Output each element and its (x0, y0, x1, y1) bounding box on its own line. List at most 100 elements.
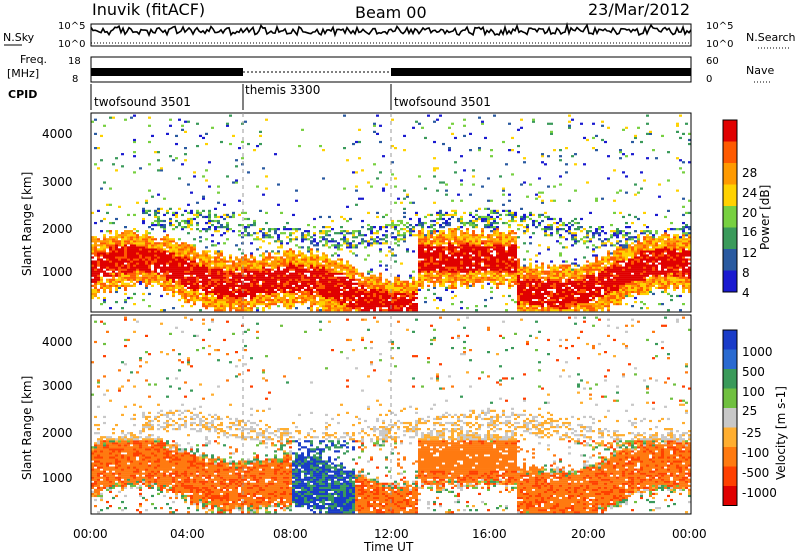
power-cell (226, 264, 229, 267)
power-cell (199, 256, 202, 259)
power-cell (574, 264, 577, 267)
power-cell (289, 286, 292, 289)
power-cell (454, 254, 457, 257)
power-cell (286, 258, 289, 261)
power-cell (574, 272, 577, 275)
power-cell (403, 280, 406, 283)
power-cell (436, 280, 439, 283)
power-cell (427, 230, 430, 233)
power-cell (577, 307, 580, 310)
power-cell (211, 240, 214, 243)
power-cell (262, 167, 265, 170)
freq-right-tick-high: 60 (706, 56, 719, 67)
power-cell (340, 260, 343, 263)
power-cell (376, 240, 379, 243)
power-cell (253, 223, 256, 227)
power-cell (430, 252, 433, 255)
power-cell (238, 230, 241, 233)
power-cell (493, 230, 496, 233)
power-cell (133, 228, 136, 231)
power-cell (124, 252, 127, 255)
power-cell (517, 266, 520, 269)
power-cell (226, 292, 229, 296)
power-cell (487, 236, 490, 239)
power-cell (463, 280, 466, 283)
power-cell (364, 280, 367, 283)
power-cell (157, 256, 160, 259)
power-cell (163, 260, 166, 263)
power-cell (334, 232, 337, 235)
power-cell (193, 244, 196, 247)
power-cell (448, 286, 451, 289)
power-cell (217, 294, 220, 298)
power-cell (382, 305, 385, 308)
power-cell (568, 302, 571, 306)
power-cell (220, 270, 223, 273)
power-cell (382, 189, 385, 192)
power-cell (574, 232, 577, 235)
power-cell (280, 288, 283, 292)
power-cell (139, 250, 142, 253)
power-cell (184, 300, 187, 304)
power-cell (172, 248, 175, 251)
power-cell (322, 266, 325, 269)
power-cell (295, 272, 298, 275)
power-cell (427, 266, 430, 269)
power-cell (190, 288, 193, 292)
power-cell (211, 262, 214, 265)
power-cell (229, 274, 232, 277)
power-cell (532, 278, 535, 281)
power-cell (292, 232, 295, 235)
power-cell (238, 300, 241, 304)
power-cell (502, 193, 505, 196)
power-cell (331, 282, 334, 285)
power-cell (460, 300, 463, 304)
power-cell (511, 149, 514, 152)
power-cell (289, 294, 292, 298)
power-cell (322, 238, 325, 241)
power-cell (139, 240, 142, 243)
power-cell (319, 270, 322, 273)
power-cell (517, 144, 520, 148)
power-cell (472, 240, 475, 243)
power-cell (313, 284, 316, 287)
power-cell (148, 254, 151, 257)
power-cell (253, 302, 256, 306)
power-cell (391, 302, 394, 306)
power-cell (223, 256, 226, 259)
power-cell (340, 284, 343, 287)
power-cell (523, 278, 526, 281)
power-cell (253, 262, 256, 265)
power-cell (172, 254, 175, 257)
power-cell (154, 258, 157, 261)
power-cell (217, 252, 220, 255)
power-cell (367, 228, 370, 231)
power-cell (520, 207, 523, 210)
power-cell (490, 211, 493, 215)
power-cell (553, 272, 556, 275)
power-cell (523, 296, 526, 300)
power-cell (331, 268, 334, 271)
power-cell (115, 240, 118, 243)
power-cell (166, 280, 169, 283)
power-cell (343, 298, 346, 302)
power-cell (145, 238, 148, 241)
power-cell (418, 268, 421, 271)
power-cell (493, 238, 496, 241)
power-cell (391, 290, 394, 294)
power-cell (427, 274, 430, 277)
power-cell (460, 183, 463, 186)
power-cell (163, 278, 166, 281)
power-cell (172, 307, 175, 310)
power-cell (382, 234, 385, 237)
power-cell (331, 292, 334, 296)
power-cell (475, 226, 478, 229)
power-cell (418, 248, 421, 251)
power-cell (256, 290, 259, 294)
power-cell (172, 290, 175, 294)
power-cell (385, 230, 388, 233)
power-cell (301, 260, 304, 263)
power-cell (283, 254, 286, 257)
power-cell (508, 250, 511, 253)
power-cell (265, 296, 268, 300)
